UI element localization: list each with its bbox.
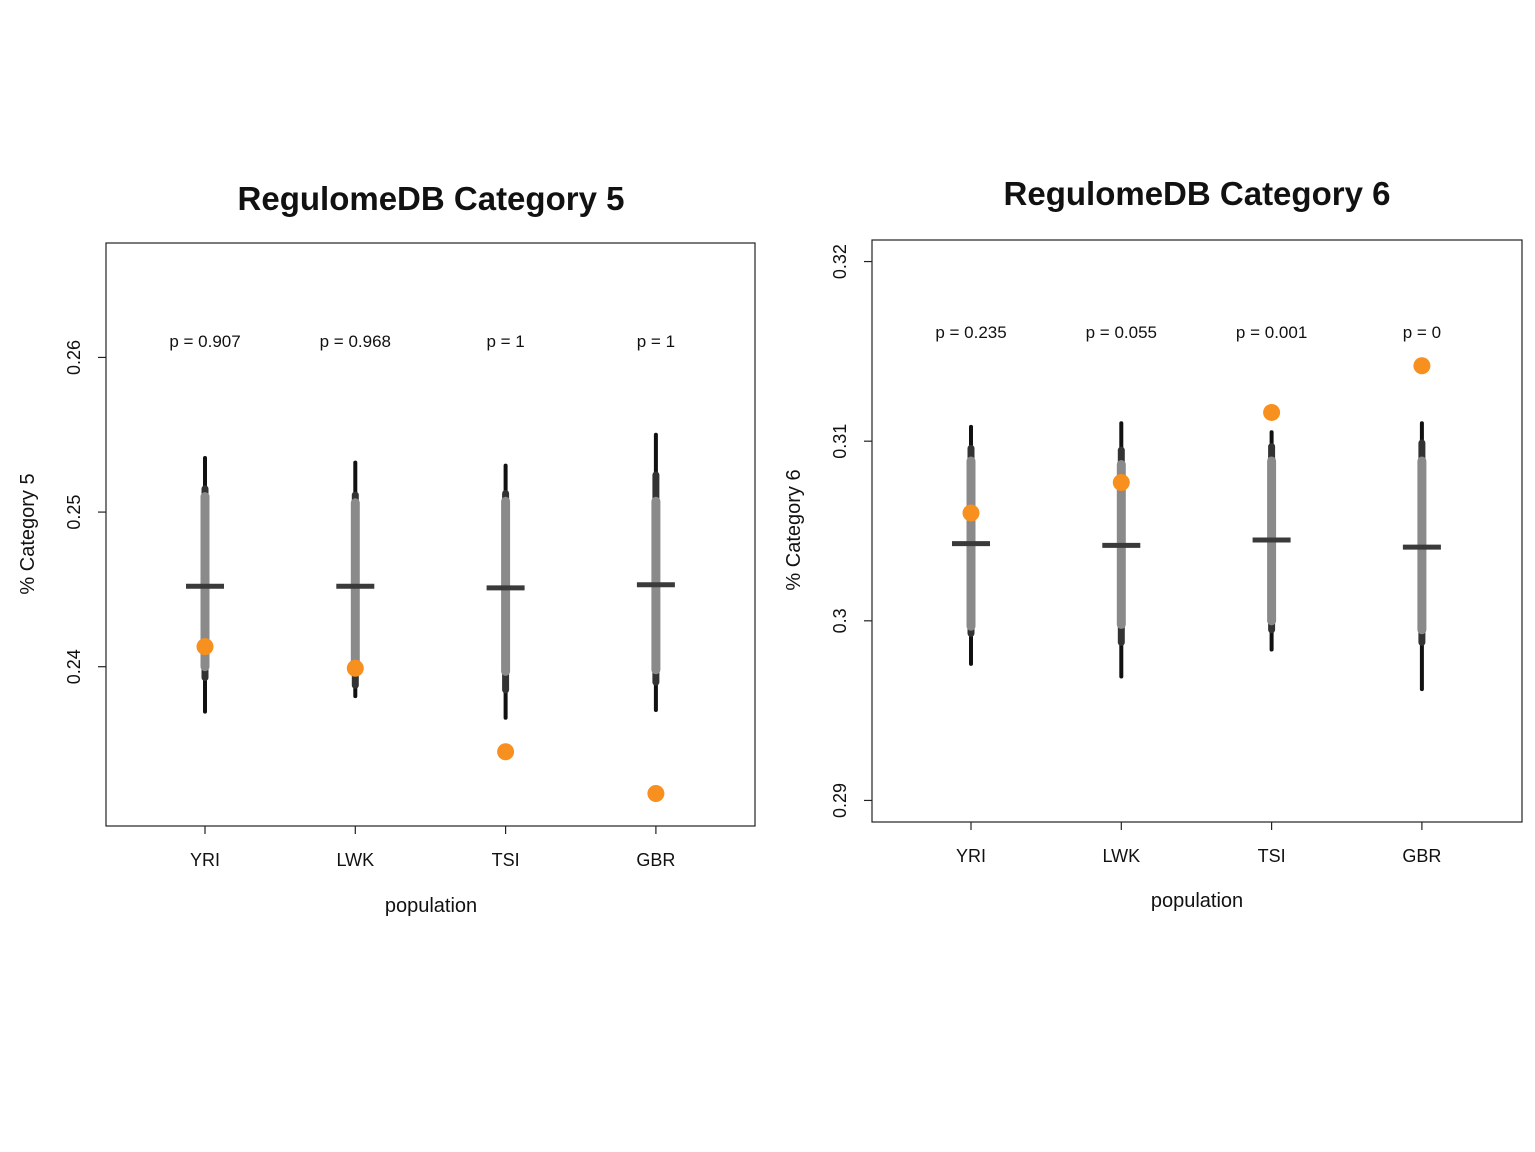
p-value-label: p = 1: [486, 332, 524, 351]
x-tick-label: TSI: [492, 850, 520, 870]
y-tick-label: 0.24: [64, 649, 84, 684]
y-tick-label: 0.29: [830, 783, 850, 818]
x-axis-label: population: [1151, 890, 1243, 912]
p-value-label: p = 0.907: [169, 332, 240, 351]
x-tick-label: GBR: [636, 850, 675, 870]
y-tick-label: 0.25: [64, 495, 84, 530]
y-axis-label: % Category 6: [783, 469, 805, 590]
observed-point: [1263, 403, 1281, 421]
p-value-label: p = 0.001: [1236, 323, 1307, 342]
plot-frame: [871, 239, 1523, 823]
y-axis: 0.24 0.25 0.26: [64, 340, 106, 684]
p-value-label: p = 0.235: [935, 323, 1006, 342]
interval-marks: [186, 432, 675, 803]
x-axis-label: population: [385, 895, 477, 917]
x-tick-label: LWK: [336, 850, 374, 870]
y-tick-label: 0.31: [830, 424, 850, 459]
y-tick-label: 0.32: [830, 244, 850, 279]
observed-point: [1413, 357, 1431, 375]
x-tick-label: GBR: [1402, 846, 1441, 866]
chart-category-5: RegulomeDB Category 5 population % Categ…: [17, 180, 756, 917]
observed-point: [346, 659, 364, 677]
chart-title: RegulomeDB Category 6: [1004, 175, 1391, 212]
chart-category-6: RegulomeDB Category 6 population % Categ…: [783, 175, 1523, 912]
observed-point: [497, 743, 515, 761]
interval-marks: [952, 357, 1441, 692]
x-axis: YRI LWK TSI GBR: [190, 826, 675, 870]
observed-point: [962, 504, 980, 522]
y-axis-label: % Category 5: [17, 473, 39, 594]
p-value-label: p = 1: [637, 332, 675, 351]
x-axis: YRI LWK TSI GBR: [956, 822, 1441, 866]
observed-point: [1112, 474, 1130, 491]
x-tick-label: LWK: [1102, 846, 1140, 866]
p-value-label: p = 0.968: [320, 332, 391, 351]
x-tick-label: YRI: [190, 850, 220, 870]
p-value-labels: p = 0.907 p = 0.968 p = 1 p = 1: [169, 332, 675, 351]
chart-title: RegulomeDB Category 5: [238, 180, 625, 217]
p-value-labels: p = 0.235 p = 0.055 p = 0.001 p = 0: [935, 323, 1441, 342]
observed-point: [196, 638, 214, 656]
y-tick-label: 0.3: [830, 608, 850, 633]
y-tick-label: 0.26: [64, 340, 84, 375]
p-value-label: p = 0.055: [1086, 323, 1157, 342]
plot-frame: [105, 242, 756, 827]
p-value-label: p = 0: [1403, 323, 1441, 342]
x-tick-label: YRI: [956, 846, 986, 866]
x-tick-label: TSI: [1258, 846, 1286, 866]
observed-point: [647, 785, 665, 803]
y-axis: 0.29 0.3 0.31 0.32: [830, 244, 872, 818]
